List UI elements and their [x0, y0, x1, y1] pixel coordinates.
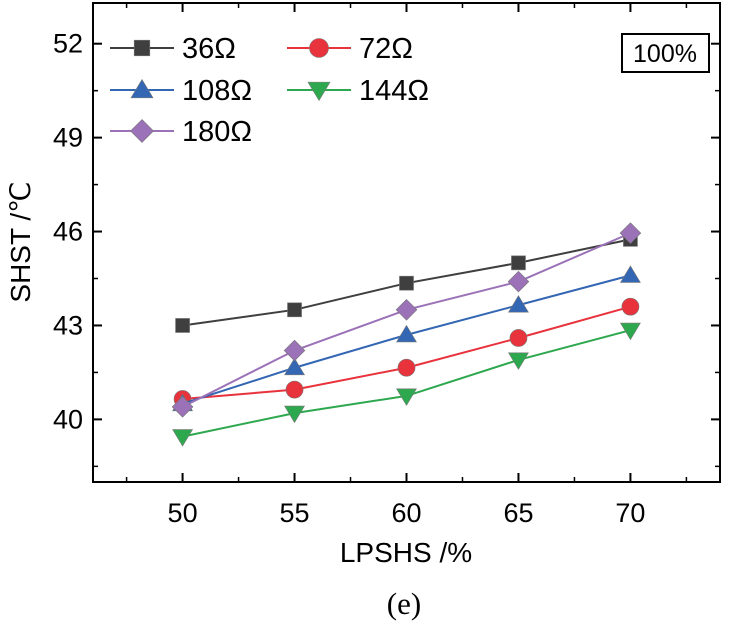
data-point — [397, 358, 416, 377]
data-point — [396, 324, 417, 343]
legend-label: 180Ω — [182, 116, 252, 148]
data-point — [508, 352, 529, 370]
data-point — [172, 429, 194, 447]
legend-item: 36Ω — [110, 33, 236, 65]
data-point — [619, 322, 641, 341]
y-tick-label: 40 — [53, 404, 83, 434]
x-tick-label: 55 — [280, 498, 310, 528]
data-point — [283, 339, 306, 362]
data-point — [285, 380, 304, 399]
data-point — [171, 396, 194, 418]
x-axis-title: LPSHS /% — [340, 537, 472, 568]
x-tick-label: 50 — [168, 498, 198, 528]
data-point — [509, 329, 528, 347]
annotation-label: 100% — [633, 40, 697, 68]
data-point — [511, 255, 526, 271]
data-point — [621, 297, 640, 316]
legend-marker — [130, 78, 154, 99]
data-point — [284, 357, 305, 376]
figure-caption: (e) — [387, 586, 421, 621]
y-tick-label: 46 — [53, 217, 83, 247]
data-point — [619, 222, 642, 244]
data-point — [287, 302, 302, 318]
legend-item: 108Ω — [110, 75, 252, 107]
series-line — [182, 329, 631, 438]
series-4 — [171, 222, 642, 418]
data-point — [399, 275, 414, 291]
series-3 — [172, 322, 641, 447]
y-axis-title: SHST /℃ — [5, 181, 36, 302]
data-point — [175, 318, 190, 333]
legend-label: 144Ω — [359, 75, 429, 107]
axis-ticks: 50 55 60 65 70 40 43 46 49 52 — [53, 3, 720, 528]
data-point — [508, 295, 529, 313]
data-point — [284, 405, 305, 424]
data-point — [395, 299, 418, 321]
data-point — [619, 265, 641, 283]
series-0 — [175, 232, 638, 333]
annotation-box — [621, 33, 710, 73]
legend-item: 144Ω — [287, 75, 429, 107]
x-tick-label: 65 — [503, 498, 533, 528]
legend-item: 72Ω — [287, 33, 413, 65]
x-tick-label: 60 — [391, 498, 421, 528]
legend-label: 36Ω — [182, 33, 236, 65]
x-tick-label: 70 — [615, 498, 645, 528]
legend: 36Ω 72Ω 108Ω 144Ω 180Ω — [110, 33, 429, 148]
legend-item: 180Ω — [110, 116, 252, 148]
legend-marker — [307, 81, 331, 102]
legend-marker — [133, 39, 151, 57]
y-tick-label: 49 — [53, 123, 83, 153]
y-tick-label: 43 — [53, 310, 83, 340]
legend-label: 72Ω — [359, 33, 413, 65]
data-series — [171, 222, 642, 447]
legend-marker — [130, 119, 154, 143]
data-point — [396, 388, 417, 406]
data-point — [507, 270, 530, 293]
legend-marker — [309, 38, 329, 58]
y-tick-label: 52 — [53, 29, 83, 59]
legend-label: 108Ω — [182, 75, 252, 107]
